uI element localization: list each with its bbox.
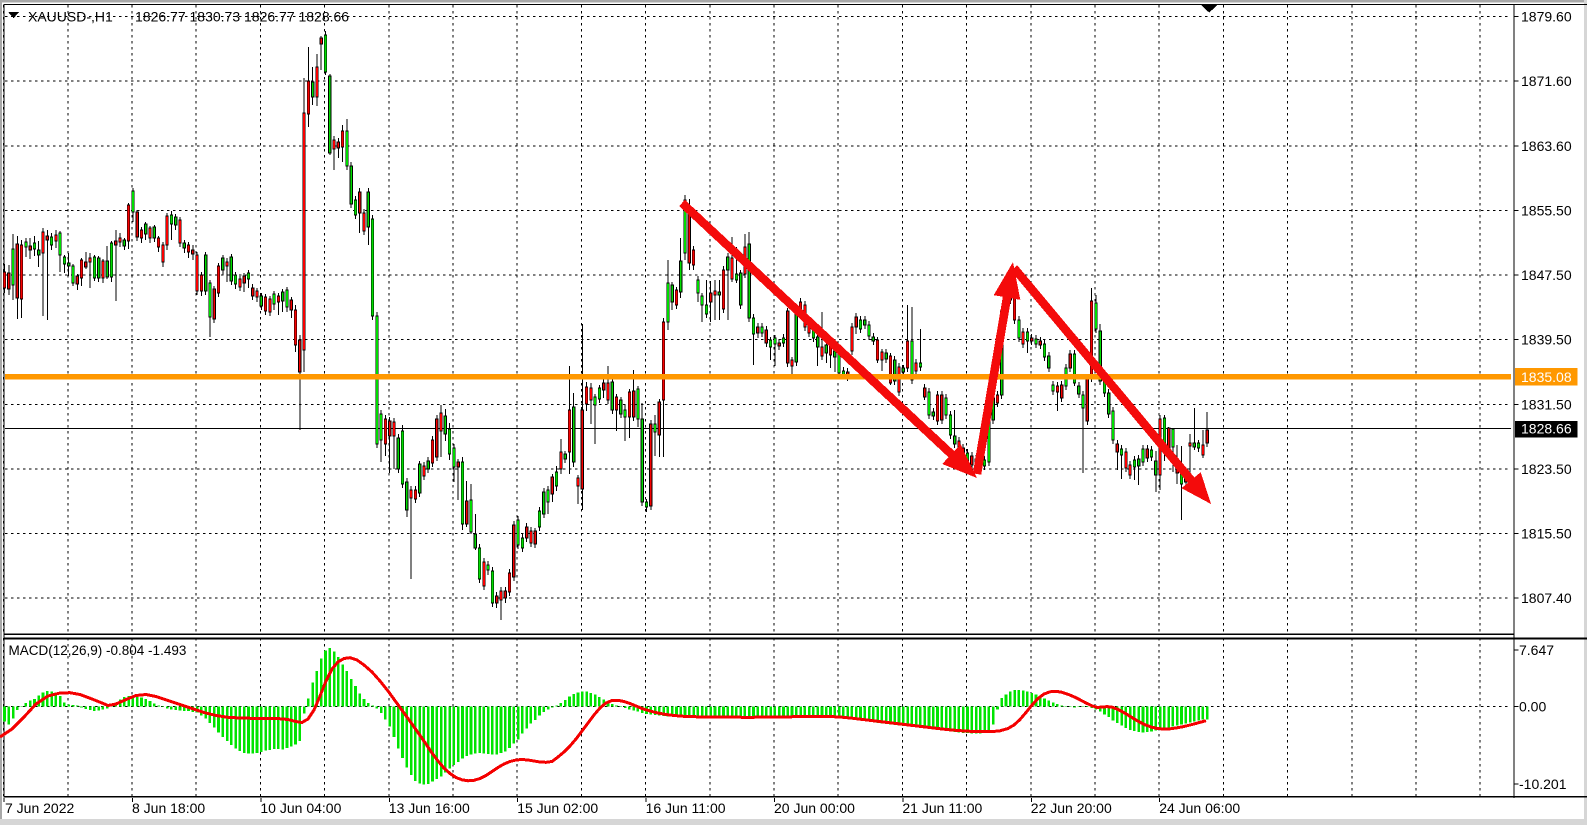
svg-text:10 Jun 04:00: 10 Jun 04:00 (260, 800, 341, 816)
svg-text:7.647: 7.647 (1519, 642, 1554, 658)
svg-text:1815.50: 1815.50 (1521, 526, 1572, 542)
svg-text:8 Jun 18:00: 8 Jun 18:00 (132, 800, 205, 816)
svg-text:24 Jun 06:00: 24 Jun 06:00 (1159, 800, 1240, 816)
svg-text:MACD(12,26,9) -0.804 -1.493: MACD(12,26,9) -0.804 -1.493 (9, 643, 187, 658)
svg-text:-10.201: -10.201 (1519, 776, 1567, 792)
svg-text:16 Jun 11:00: 16 Jun 11:00 (646, 800, 726, 816)
svg-text:1823.50: 1823.50 (1521, 461, 1572, 477)
svg-text:1855.50: 1855.50 (1521, 202, 1572, 218)
svg-text:21 Jun 11:00: 21 Jun 11:00 (902, 800, 982, 816)
svg-text:1826.77 1830.73 1826.77 1828.6: 1826.77 1830.73 1826.77 1828.66 (135, 9, 349, 25)
svg-text:XAUUSD-,H1: XAUUSD-,H1 (28, 9, 113, 25)
svg-text:1871.60: 1871.60 (1521, 73, 1572, 89)
svg-text:1828.66: 1828.66 (1521, 421, 1572, 437)
svg-text:0.00: 0.00 (1519, 699, 1546, 715)
svg-text:1839.50: 1839.50 (1521, 332, 1572, 348)
svg-text:15 Jun 02:00: 15 Jun 02:00 (517, 800, 598, 816)
svg-text:13 Jun 16:00: 13 Jun 16:00 (389, 800, 470, 816)
svg-text:1835.08: 1835.08 (1521, 369, 1572, 385)
svg-text:22 Jun 20:00: 22 Jun 20:00 (1031, 800, 1112, 816)
svg-text:1831.50: 1831.50 (1521, 396, 1572, 412)
svg-text:1879.60: 1879.60 (1521, 9, 1572, 25)
svg-text:1863.60: 1863.60 (1521, 138, 1572, 154)
svg-text:1807.40: 1807.40 (1521, 590, 1572, 606)
svg-text:1847.50: 1847.50 (1521, 267, 1572, 283)
svg-text:20 Jun 00:00: 20 Jun 00:00 (774, 800, 855, 816)
svg-text:7 Jun 2022: 7 Jun 2022 (5, 800, 74, 816)
